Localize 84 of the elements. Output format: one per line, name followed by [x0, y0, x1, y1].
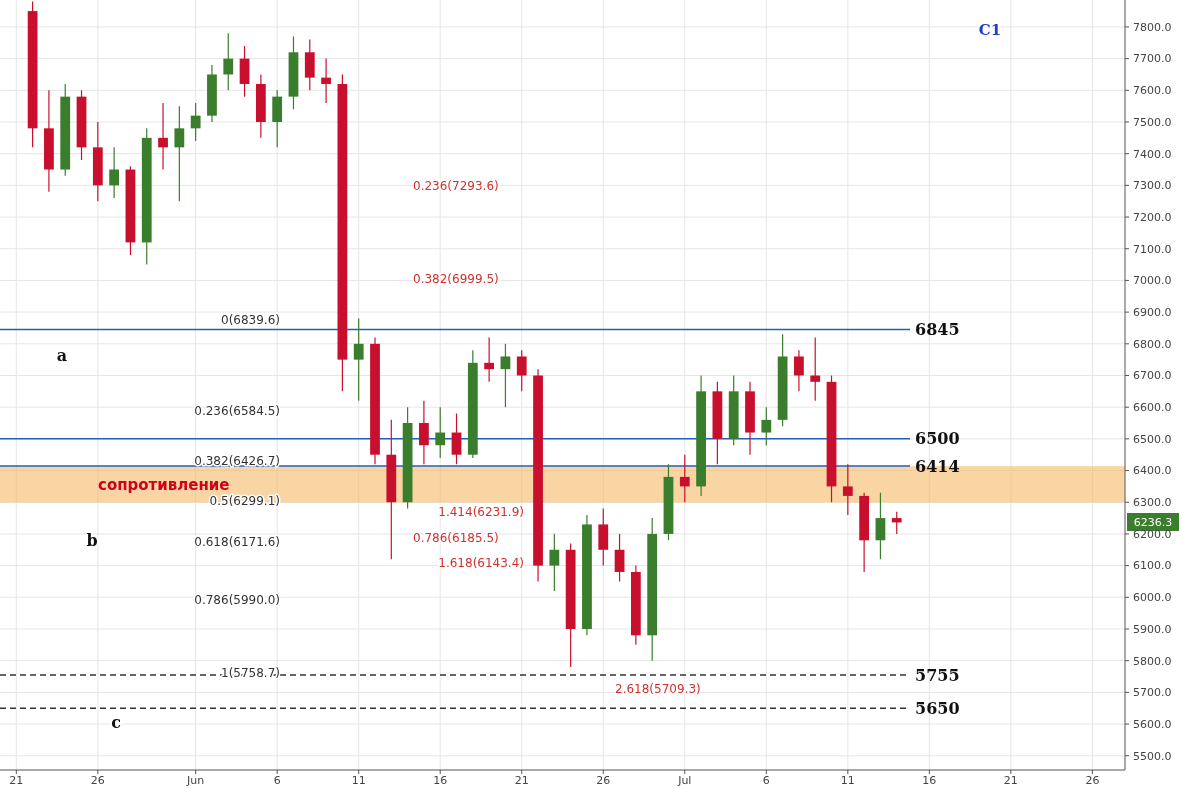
band-label: сопротивление — [98, 475, 230, 494]
y-tick-label: 7400.0 — [1133, 147, 1172, 161]
y-tick-label: 6400.0 — [1133, 464, 1172, 478]
y-tick-label: 5700.0 — [1133, 686, 1172, 700]
annotation: 2.618(5709.3) — [615, 682, 701, 697]
annotation: b — [86, 530, 98, 550]
x-tick-label: 21 — [9, 774, 24, 787]
y-tick-label: 6800.0 — [1133, 337, 1172, 351]
y-tick-label: 6700.0 — [1133, 369, 1172, 383]
ref-line-label: 6414 — [915, 456, 960, 476]
ref-line-label: 5650 — [915, 698, 960, 718]
candlestick — [109, 146, 120, 199]
y-tick-label: 7100.0 — [1133, 242, 1172, 256]
y-tick-label: 6900.0 — [1133, 305, 1172, 319]
candlestick — [891, 511, 902, 535]
candlestick — [875, 492, 886, 560]
y-tick-label: 6300.0 — [1133, 496, 1172, 510]
candlestick — [158, 102, 168, 171]
y-tick-label: 5800.0 — [1133, 654, 1172, 668]
candlestick — [451, 412, 462, 465]
candlestick — [614, 533, 625, 583]
candlestick — [842, 463, 853, 516]
text: 6236.3 — [1133, 515, 1173, 529]
annotation: 0.5(6299.1) — [209, 494, 280, 509]
candlestick — [190, 102, 201, 142]
annotation: 1(5758.7) — [221, 666, 280, 681]
y-tick-label: 5600.0 — [1133, 717, 1172, 731]
x-tick-label: 21 — [1003, 774, 1018, 787]
annotation: a — [56, 345, 68, 365]
y-tick-label: 5900.0 — [1133, 622, 1172, 636]
candlestick — [484, 336, 495, 383]
x-tick-label: 6 — [273, 774, 281, 787]
annotation: 0.382(6426.7) — [194, 454, 280, 469]
candlestick — [500, 343, 511, 408]
ref-line-label: 6845 — [915, 320, 960, 340]
annotation: 0.786(6185.5) — [413, 531, 499, 546]
candlestick — [223, 32, 234, 91]
candlestick — [549, 533, 560, 592]
annotation: 0.236(6584.5) — [194, 404, 280, 419]
annotation: C1 — [978, 21, 1002, 40]
ref-line-label: 6500 — [915, 429, 960, 449]
candlestick — [810, 336, 821, 402]
candlestick — [794, 349, 804, 392]
y-tick-label: 7700.0 — [1133, 52, 1172, 66]
ref-line-label: 5755 — [915, 665, 960, 685]
y-tick-label: 6200.0 — [1133, 527, 1172, 541]
y-tick-label: 6100.0 — [1133, 559, 1172, 573]
x-tick-label: 26 — [90, 774, 105, 787]
annotation: 0.786(5990.0) — [194, 593, 280, 608]
x-tick-label: 11 — [840, 774, 855, 787]
annotation: 0.618(6171.6) — [194, 535, 280, 550]
y-tick-label: 6000.0 — [1133, 591, 1172, 605]
x-tick-label: 6 — [762, 774, 770, 787]
annotation: 0.236(7293.6) — [413, 179, 499, 194]
x-tick-label: 16 — [433, 774, 448, 787]
y-tick-label: 5500.0 — [1133, 749, 1172, 763]
y-tick-label: 7200.0 — [1133, 210, 1172, 224]
candlestick — [321, 58, 331, 104]
annotation: c — [111, 712, 122, 732]
x-tick-label: 26 — [596, 774, 611, 787]
x-tick-label: 21 — [514, 774, 529, 787]
candlestick — [353, 317, 364, 402]
x-tick-label: Jun — [186, 774, 205, 787]
candlestick — [761, 406, 772, 446]
y-tick-label: 7500.0 — [1133, 115, 1172, 129]
x-tick-label: 16 — [922, 774, 937, 787]
y-tick-label: 7800.0 — [1133, 20, 1172, 34]
candlestick — [679, 454, 690, 503]
y-tick-label: 7300.0 — [1133, 179, 1172, 193]
y-tick-label: 6600.0 — [1133, 401, 1172, 415]
y-tick-label: 7600.0 — [1133, 84, 1172, 98]
candlestick — [174, 105, 185, 202]
annotation: 1.414(6231.9) — [438, 505, 524, 520]
candlestick — [516, 349, 527, 392]
candlestick — [435, 406, 446, 459]
x-tick-label: Jul — [677, 774, 692, 787]
candlestick — [419, 400, 429, 465]
x-tick-label: 26 — [1085, 774, 1100, 787]
y-tick-label: 6500.0 — [1133, 432, 1172, 446]
annotation: 0(6839.6) — [221, 313, 280, 328]
annotation: 0.382(6999.5) — [413, 272, 499, 287]
x-tick-label: 11 — [351, 774, 366, 787]
annotation: 1.618(6143.4) — [438, 556, 524, 571]
y-tick-label: 7000.0 — [1133, 274, 1172, 288]
